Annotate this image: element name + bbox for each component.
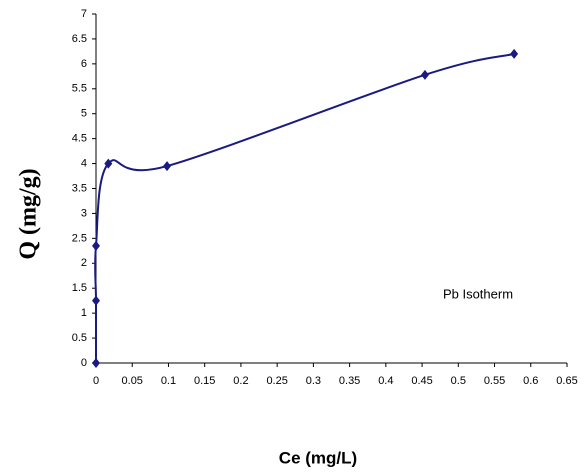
y-tick-label: 1.5 (72, 282, 87, 294)
y-tick-label: 3.5 (72, 182, 87, 194)
x-tick-label: 0.35 (339, 375, 360, 387)
data-point (163, 161, 172, 172)
data-point (92, 358, 100, 368)
x-tick-label: 0 (93, 375, 99, 387)
data-point (92, 240, 100, 251)
y-tick-label: 4.5 (72, 133, 87, 145)
y-tick-label: 7 (81, 8, 87, 20)
x-tick-label: 0.45 (411, 375, 432, 387)
y-tick-label: 2.5 (72, 232, 87, 244)
y-tick-label: 0.5 (72, 332, 87, 344)
x-tick-label: 0.55 (484, 375, 505, 387)
x-tick-label: 0.1 (161, 375, 176, 387)
y-tick-label: 6 (81, 58, 87, 70)
x-axis-title: Ce (mg/L) (279, 448, 357, 467)
y-tick-label: 2 (81, 257, 87, 269)
annotation: Pb Isotherm (443, 286, 513, 301)
x-tick-label: 0.5 (451, 375, 466, 387)
x-tick-label: 0.65 (556, 375, 577, 387)
x-tick-label: 0.6 (523, 375, 538, 387)
x-tick-label: 0.3 (306, 375, 321, 387)
data-point (104, 158, 113, 169)
y-tick-label: 5.5 (72, 83, 87, 95)
y-tick-label: 5 (81, 108, 87, 120)
y-tick-label: 6.5 (72, 33, 87, 45)
data-point (92, 295, 100, 306)
data-line (94, 52, 515, 364)
x-tick-label: 0.4 (378, 375, 393, 387)
y-tick-label: 0 (81, 357, 87, 369)
y-tick-label: 3 (81, 207, 87, 219)
x-tick-label: 0.25 (266, 375, 287, 387)
data-point (420, 69, 429, 80)
x-tick-label: 0.15 (194, 375, 215, 387)
x-tick-label: 0.05 (122, 375, 143, 387)
y-tick-label: 1 (81, 307, 87, 319)
data-point (510, 48, 519, 59)
y-axis-title: Q (mg/g) (16, 168, 42, 259)
y-tick-label: 4 (81, 157, 87, 169)
x-tick-label: 0.2 (233, 375, 248, 387)
